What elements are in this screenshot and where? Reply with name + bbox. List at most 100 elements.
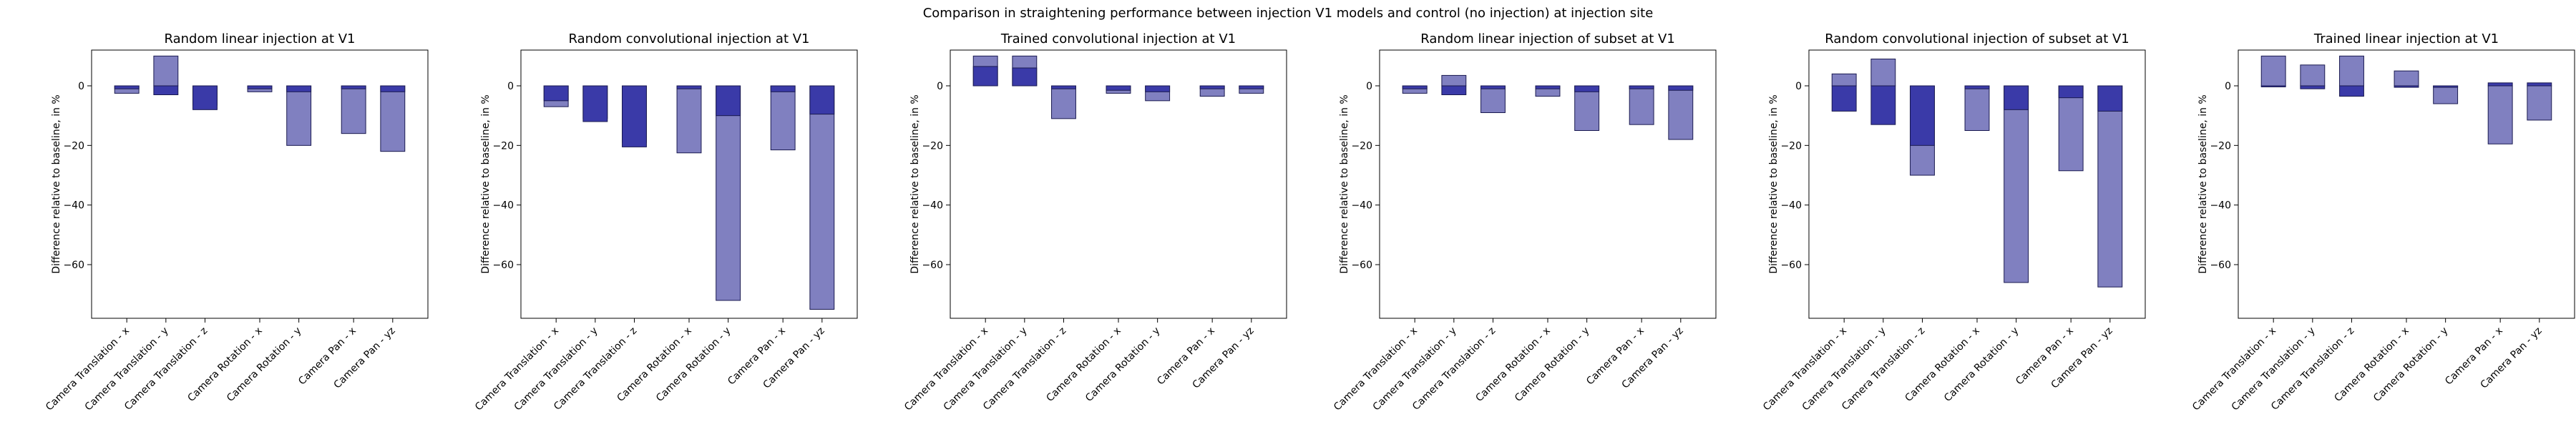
- bar-series2-camera-translation-x: [114, 85, 140, 89]
- bar-series2-camera-pan-yz: [2097, 85, 2123, 112]
- chart-panel-4: Random linear injection of subset at V1 D…: [1332, 31, 1717, 413]
- bar-series1-camera-rotation-y: [286, 85, 312, 146]
- bar-series2-camera-pan-x: [770, 85, 796, 92]
- bar-series2-camera-translation-y: [1870, 85, 1896, 125]
- bar-series2-camera-rotation-x: [676, 85, 702, 89]
- y-tick-label: −40: [922, 200, 943, 212]
- y-tick-label: −60: [63, 260, 84, 271]
- bar-series2-camera-pan-yz: [1239, 85, 1264, 89]
- x-tick-label: Camera Rotation - y: [1513, 325, 1591, 404]
- y-tick-label: −20: [1351, 140, 1372, 152]
- bar-series2-camera-translation-x: [1831, 85, 1857, 112]
- bar-series2-camera-rotation-y: [2004, 85, 2029, 110]
- bar-series2-camera-translation-x: [2260, 85, 2286, 87]
- chart-panel-2: Random convolutional injection at V1 Diff…: [473, 31, 858, 413]
- bar-series1-camera-rotation-x: [2394, 70, 2419, 87]
- bar-series2-camera-translation-y: [1441, 85, 1467, 95]
- y-tick-label: 0: [507, 81, 514, 92]
- y-tick-label: −60: [922, 260, 943, 271]
- y-tick-label: −20: [1780, 140, 1802, 152]
- y-tick-label: −60: [492, 260, 514, 271]
- figure-suptitle: Comparison in straightening performance …: [923, 6, 1654, 21]
- bar-series2-camera-translation-x: [1402, 85, 1428, 89]
- bar-series1-camera-pan-yz: [2097, 85, 2123, 288]
- bar-series1-camera-rotation-x: [1964, 85, 1990, 131]
- bar-series1-camera-rotation-y: [2004, 85, 2029, 283]
- y-tick-label: −40: [63, 200, 84, 212]
- chart-title: Random convolutional injection of subset…: [1825, 31, 2129, 46]
- y-tick-label: −40: [1351, 200, 1372, 212]
- y-tick-label: 0: [2225, 81, 2231, 92]
- bar-series2-camera-rotation-x: [1535, 85, 1561, 89]
- bar-series1-camera-rotation-x: [676, 85, 702, 154]
- bar-series2-camera-rotation-y: [286, 85, 312, 92]
- y-tick-label: −20: [492, 140, 514, 152]
- bar-series1-camera-pan-x: [1629, 85, 1654, 125]
- y-tick-label: 0: [78, 81, 84, 92]
- y-tick-label: −40: [492, 200, 514, 212]
- bar-series2-camera-pan-x: [1629, 85, 1654, 89]
- bar-series2-camera-pan-x: [341, 85, 366, 89]
- bar-series1-camera-pan-yz: [809, 85, 835, 310]
- y-tick-label: −60: [1351, 260, 1372, 271]
- bar-series2-camera-rotation-x: [1964, 85, 1990, 89]
- bar-series2-camera-translation-z: [622, 85, 647, 147]
- bar-series1-camera-translation-z: [1051, 85, 1076, 119]
- bar-series1-camera-rotation-y: [1574, 85, 1600, 131]
- x-tick-label: Camera Rotation - y: [654, 325, 733, 404]
- bar-series2-camera-pan-yz: [809, 85, 835, 115]
- bar-series2-camera-translation-z: [1051, 85, 1076, 89]
- bar-series2-camera-rotation-y: [1145, 85, 1171, 92]
- bar-series1-camera-translation-y: [2300, 64, 2326, 87]
- chart-panel-1: Random linear injection at V1 Difference …: [44, 31, 429, 413]
- bar-series1-camera-translation-z: [1480, 85, 1506, 113]
- chart-title: Trained linear injection at V1: [2313, 31, 2499, 46]
- y-tick-label: −60: [2210, 260, 2231, 271]
- bar-series2-camera-translation-y: [582, 85, 608, 122]
- bar-series2-camera-rotation-x: [2394, 85, 2419, 88]
- chart-panel-5: Random convolutional injection of subset…: [1761, 31, 2146, 413]
- bar-series1-camera-rotation-y: [2433, 85, 2459, 104]
- x-tick-label: Camera Rotation - y: [1942, 325, 2021, 404]
- y-tick-label: 0: [937, 81, 943, 92]
- bar-series1-camera-translation-x: [1831, 73, 1857, 87]
- y-axis-label: Difference relative to baseline, in %: [51, 94, 62, 273]
- bar-series1-camera-rotation-y: [716, 85, 741, 301]
- x-tick-label: Camera Rotation - y: [1083, 325, 1162, 404]
- y-tick-label: −20: [922, 140, 943, 152]
- y-axis-label: Difference relative to baseline, in %: [480, 94, 492, 273]
- bar-series1-camera-translation-y: [153, 55, 179, 87]
- bar-series1-camera-translation-x: [2260, 55, 2286, 87]
- bar-series2-camera-translation-z: [1480, 85, 1506, 89]
- y-tick-label: −20: [2210, 140, 2231, 152]
- bar-series1-camera-pan-yz: [2527, 85, 2552, 121]
- bar-series2-camera-translation-x: [972, 66, 998, 87]
- panels: Random linear injection at V1 Difference …: [44, 31, 2575, 413]
- bar-series2-camera-pan-yz: [1668, 85, 1694, 91]
- bar-series2-camera-pan-x: [2058, 85, 2084, 99]
- y-tick-label: 0: [1366, 81, 1372, 92]
- bar-series1-camera-translation-y: [1870, 59, 1896, 87]
- y-axis-label: Difference relative to baseline, in %: [909, 94, 921, 273]
- chart-title: Random convolutional injection at V1: [568, 31, 809, 46]
- bar-series2-camera-rotation-y: [2433, 85, 2459, 88]
- chart-panel-3: Trained convolutional injection at V1 Dif…: [902, 31, 1287, 413]
- bar-series2-camera-translation-y: [1012, 67, 1038, 87]
- bar-series2-camera-pan-x: [1199, 85, 1225, 89]
- y-tick-label: −60: [1780, 260, 1802, 271]
- bar-series2-camera-translation-y: [2300, 85, 2326, 89]
- y-axis-label: Difference relative to baseline, in %: [1339, 94, 1350, 273]
- axes-frame: [2238, 49, 2575, 319]
- bar-series2-camera-pan-yz: [2527, 82, 2552, 87]
- bar-series2-camera-rotation-x: [247, 85, 273, 89]
- bar-series1-camera-pan-yz: [380, 85, 406, 152]
- y-tick-label: −40: [2210, 200, 2231, 212]
- bar-series2-camera-translation-z: [1910, 85, 1935, 146]
- y-tick-label: −40: [1780, 200, 1802, 212]
- chart-title: Trained convolutional injection at V1: [1000, 31, 1236, 46]
- chart-title: Random linear injection at V1: [164, 31, 355, 46]
- bar-series2-camera-translation-y: [153, 85, 179, 95]
- bar-series1-camera-pan-yz: [1668, 85, 1694, 140]
